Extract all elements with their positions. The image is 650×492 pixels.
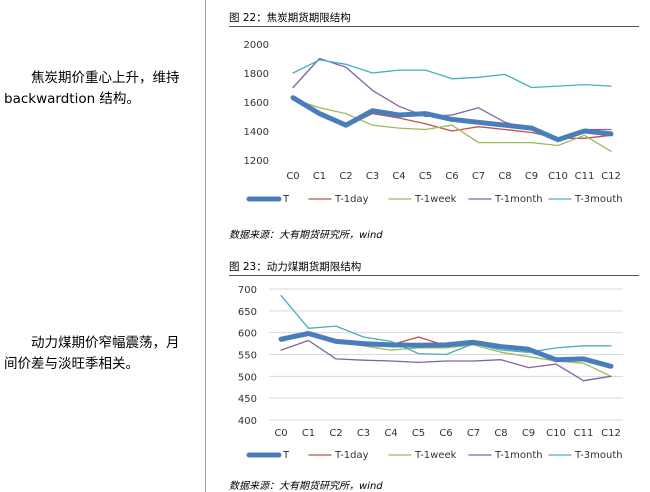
thermal-coal-commentary-line1: 动力煤期价窄幅震荡，月 [31, 335, 180, 351]
x-tick-label: C1 [313, 171, 326, 182]
figure-23-source: 数据来源：大有期货研究所，wind [229, 481, 383, 492]
x-tick-label: C3 [357, 428, 370, 439]
y-tick-label: 1400 [244, 127, 269, 138]
legend-label: T [282, 450, 290, 461]
y-tick-label: 1200 [244, 156, 269, 167]
x-tick-label: C4 [392, 171, 405, 182]
figure-23-title: 图 23：动力煤期货期限结构 [229, 260, 639, 276]
legend-label: T [282, 194, 290, 205]
x-tick-label: C11 [575, 171, 595, 182]
x-tick-label: C11 [574, 428, 594, 439]
y-tick-label: 400 [238, 416, 257, 427]
series-line-T [278, 331, 614, 369]
y-tick-label: 550 [238, 351, 257, 362]
legend-label: T-1day [334, 450, 369, 461]
y-tick-label: 700 [238, 285, 257, 296]
x-tick-label: C1 [302, 428, 315, 439]
series-line-T-3mouth [280, 294, 612, 356]
series-line-T-1month [280, 339, 612, 382]
legend-label: T-1week [414, 450, 457, 461]
series-line-T-1month [292, 57, 612, 142]
legend-label: T-1month [494, 194, 543, 205]
y-tick-label: 1800 [244, 69, 269, 80]
x-tick-label: C12 [601, 171, 621, 182]
thermal-coal-commentary: 动力煤期价窄幅震荡，月 间价差与淡旺季相关。 [4, 333, 192, 375]
y-tick-label: 2000 [244, 40, 269, 51]
legend-label: T-3mouth [574, 450, 623, 461]
legend-label: T-1week [414, 194, 457, 205]
legend-label: T-1day [334, 194, 369, 205]
series-line-T [290, 95, 614, 143]
series-line-T-3mouth [292, 59, 612, 89]
figure-22-title: 图 22：焦炭期货期限结构 [229, 11, 639, 27]
x-tick-label: C12 [601, 428, 621, 439]
thermal-coal-commentary-line2: 间价差与淡旺季相关。 [4, 356, 139, 372]
x-tick-label: C9 [525, 171, 538, 182]
x-tick-label: C4 [384, 428, 397, 439]
y-tick-label: 650 [238, 307, 257, 318]
x-tick-label: C6 [445, 171, 458, 182]
x-tick-label: C3 [366, 171, 379, 182]
column-divider [205, 0, 206, 492]
coke-term-structure-chart: 1200 1400 1600 1800 2000 C0 C1 C2 C3 C4 C5 C6 C7 C8 C9… [244, 40, 623, 205]
y-tick-label: 1600 [244, 98, 269, 109]
x-tick-label: C6 [439, 428, 452, 439]
x-tick-label: C7 [467, 428, 480, 439]
thermal-coal-term-structure-chart: 400 450 500 550 600 650 700 C0 C1 C2 C3 C4 C5 C6 C7 C8 C… [238, 285, 623, 461]
coke-commentary: 焦炭期价重心上升，维持 backwardtion 结构。 [4, 68, 192, 110]
x-tick-label: C0 [286, 171, 299, 182]
x-tick-label: C9 [522, 428, 535, 439]
legend-label: T-1month [494, 450, 543, 461]
x-tick-label: C5 [412, 428, 425, 439]
y-tick-label: 500 [238, 372, 257, 383]
x-tick-label: C10 [546, 428, 566, 439]
legend-label: T-3mouth [574, 194, 623, 205]
x-tick-label: C2 [339, 171, 352, 182]
x-tick-label: C7 [472, 171, 485, 182]
series-line-T-1week [292, 98, 612, 152]
x-tick-label: C2 [329, 428, 342, 439]
coke-commentary-line1: 焦炭期价重心上升，维持 [31, 70, 180, 86]
y-tick-label: 600 [238, 329, 257, 340]
x-tick-label: C10 [548, 171, 568, 182]
x-tick-label: C8 [494, 428, 507, 439]
y-tick-label: 450 [238, 394, 257, 405]
figure-22-source: 数据来源：大有期货研究所，wind [229, 230, 383, 241]
x-tick-label: C0 [274, 428, 287, 439]
x-tick-label: C8 [498, 171, 511, 182]
x-tick-label: C5 [419, 171, 432, 182]
coke-commentary-line2: backwardtion 结构。 [4, 91, 140, 107]
